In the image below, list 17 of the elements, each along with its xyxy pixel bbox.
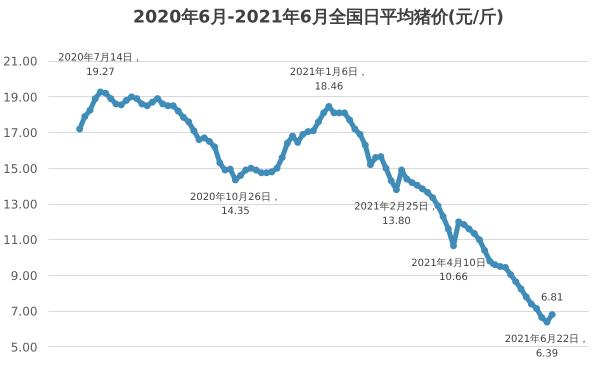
annotation: 2021年2月25日， 13.80 — [354, 200, 439, 228]
annotation: 2020年7月14日， 19.27 — [58, 52, 143, 78]
annotation: 2021年4月10日， 10.66 — [411, 256, 496, 284]
y-tick-label: 15.00 — [3, 162, 38, 176]
annotation: 2021年1月6日， 18.46 — [290, 66, 368, 92]
annotation: 6.81 — [541, 292, 564, 304]
y-tick-label: 19.00 — [3, 90, 38, 104]
y-tick-label: 5.00 — [10, 340, 38, 354]
annotation: 2021年6月22日， 6.39 — [504, 333, 590, 360]
y-tick-label: 11.00 — [3, 233, 38, 248]
y-tick-label: 9.00 — [10, 268, 38, 283]
y-tick-label: 21.00 — [3, 54, 38, 69]
chart-title: 2020年6月-2021年6月全国日平均猪价(元/斤) — [133, 8, 504, 28]
y-tick-label: 17.00 — [3, 126, 38, 140]
annotation: 2020年10月26日， 14.35 — [190, 190, 281, 218]
y-tick-label: 7.00 — [10, 304, 38, 319]
y-tick-label: 13.00 — [3, 198, 38, 212]
